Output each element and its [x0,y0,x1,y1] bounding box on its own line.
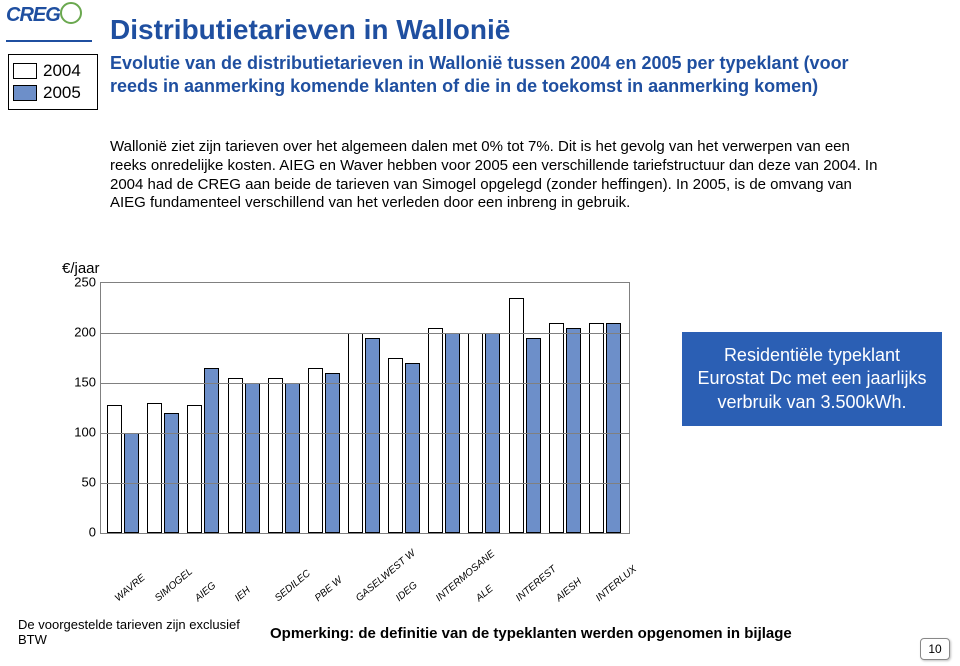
legend-swatch-2005 [13,85,37,101]
x-tick-label: IDEG [394,580,420,604]
x-tick-label: IEH [233,585,253,604]
gridline [101,383,629,384]
logo-text: CREG [6,4,60,26]
x-tick-label: PBE W [313,575,345,604]
x-tick-label: INTERLUX [594,564,639,604]
legend-label-2005: 2005 [43,83,81,103]
y-tick-label: 50 [62,475,96,490]
x-labels: WAVRESIMOGELAIEGIEHSEDILECPBE WGASELWEST… [100,534,628,604]
page-title: Distributietarieven in Wallonië [110,14,510,46]
bar-2004 [147,403,162,533]
bar-2005 [285,383,300,533]
bar-2004 [388,358,403,533]
x-tick-label: SEDILEC [273,568,313,604]
body-paragraph: Wallonië ziet zijn tarieven over het alg… [110,138,890,213]
bar-2004 [187,405,202,533]
gridline [101,333,629,334]
y-tick-label: 250 [62,275,96,290]
bar-2004 [228,378,243,533]
y-tick-label: 200 [62,325,96,340]
bar-2005 [606,323,621,533]
bar-2005 [245,383,260,533]
creg-logo: CREG [6,4,92,42]
bar-2004 [549,323,564,533]
bar-chart: 050100150200250 WAVRESIMOGELAIEGIEHSEDIL… [62,282,632,562]
bar-2005 [526,338,541,533]
gridline [101,433,629,434]
info-box: Residentiële typeklant Eurostat Dc met e… [682,332,942,426]
bar-2004 [268,378,283,533]
x-tick-label: INTEREST [514,564,559,604]
gridline [101,483,629,484]
bar-2005 [164,413,179,533]
bar-2005 [405,363,420,533]
x-tick-label: SIMOGEL [153,566,195,604]
x-tick-label: AIESH [554,576,584,604]
chart-plot-area [100,282,630,534]
page-subtitle: Evolutie van de distributietarieven in W… [110,52,890,97]
y-tick-label: 150 [62,375,96,390]
x-tick-label: WAVRE [113,572,148,604]
slide: CREG 2004 2005 Distributietarieven in Wa… [0,0,960,666]
footer-left: De voorgestelde tarieven zijn exclusief … [18,617,248,648]
bar-2005 [204,368,219,533]
legend-row-2004: 2004 [13,61,93,81]
logo-ring-icon [60,2,82,24]
y-tick-label: 100 [62,425,96,440]
bar-2004 [589,323,604,533]
bar-2005 [365,338,380,533]
page-number: 10 [920,638,950,660]
year-legend: 2004 2005 [8,54,98,110]
footer-note: Opmerking: de definitie van de typeklant… [270,625,870,642]
bar-2004 [107,405,122,533]
legend-swatch-2004 [13,63,37,79]
x-tick-label: ALE [474,583,496,604]
x-tick-label: AIEG [193,580,218,604]
bar-2005 [566,328,581,533]
bar-2004 [428,328,443,533]
legend-label-2004: 2004 [43,61,81,81]
y-tick-label: 0 [62,525,96,540]
bar-2004 [308,368,323,533]
bar-2005 [325,373,340,533]
chart-bars [101,283,629,533]
legend-row-2005: 2005 [13,83,93,103]
